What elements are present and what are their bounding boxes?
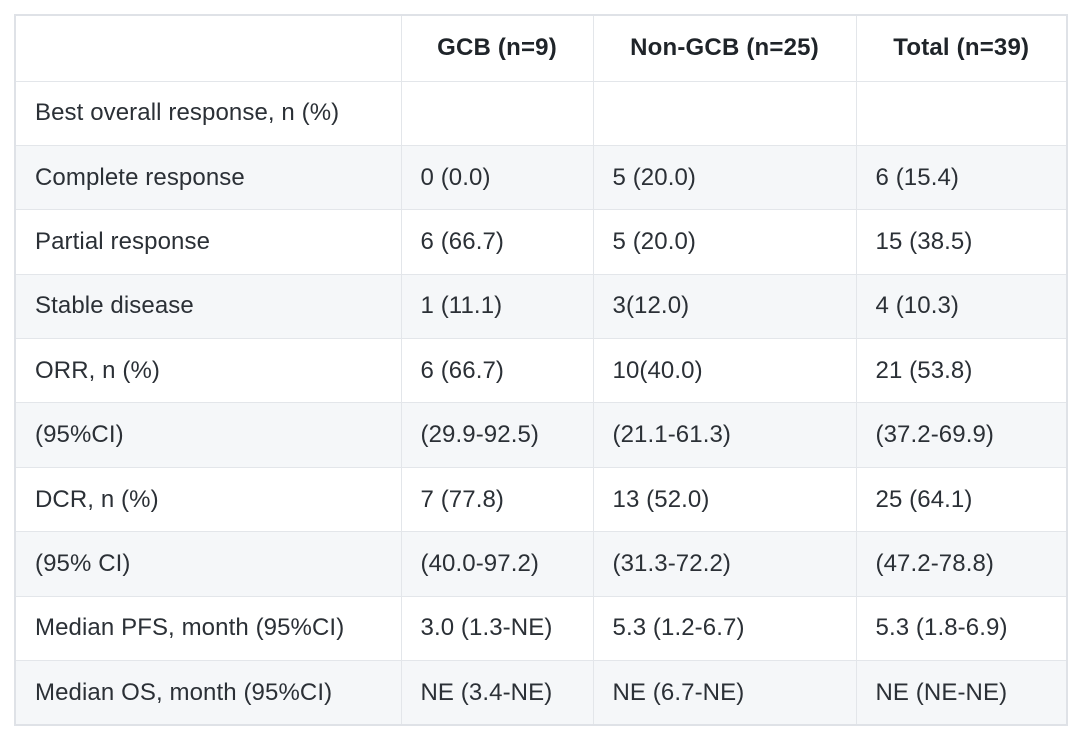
row-label-cell: Complete response (14, 144, 402, 211)
gcb-cell: 3.0 (1.3-NE) (400, 595, 594, 662)
total-cell: 15 (38.5) (855, 209, 1068, 275)
gcb-cell: 7 (77.8) (400, 466, 594, 533)
row-label-cell: Median OS, month (95%CI) (14, 660, 402, 726)
table-body: Best overall response, n (%) Complete re… (14, 80, 1068, 726)
column-header-total: Total (n=39) (855, 14, 1068, 82)
gcb-cell: (40.0-97.2) (400, 531, 594, 597)
total-cell: (37.2-69.9) (855, 402, 1068, 468)
gcb-cell: NE (3.4-NE) (400, 660, 594, 726)
table-row: Complete response 0 (0.0) 5 (20.0) 6 (15… (14, 144, 1068, 211)
non-gcb-cell: 10(40.0) (592, 338, 857, 404)
row-label-cell: Stable disease (14, 273, 402, 340)
clinical-response-table: GCB (n=9) Non-GCB (n=25) Total (n=39) Be… (14, 14, 1068, 726)
table-row: (95% CI) (40.0-97.2) (31.3-72.2) (47.2-7… (14, 531, 1068, 597)
table-row: Stable disease 1 (11.1) 3(12.0) 4 (10.3) (14, 273, 1068, 340)
row-label-cell: Median PFS, month (95%CI) (14, 595, 402, 662)
row-label-cell: ORR, n (%) (14, 338, 402, 404)
gcb-cell: 1 (11.1) (400, 273, 594, 340)
total-cell (855, 80, 1068, 146)
non-gcb-cell: 5.3 (1.2-6.7) (592, 595, 857, 662)
table-row: DCR, n (%) 7 (77.8) 13 (52.0) 25 (64.1) (14, 466, 1068, 533)
non-gcb-cell: 13 (52.0) (592, 466, 857, 533)
non-gcb-cell: 3(12.0) (592, 273, 857, 340)
table-row: (95%CI) (29.9-92.5) (21.1-61.3) (37.2-69… (14, 402, 1068, 468)
total-cell: 25 (64.1) (855, 466, 1068, 533)
non-gcb-cell: (21.1-61.3) (592, 402, 857, 468)
gcb-cell: 6 (66.7) (400, 209, 594, 275)
table-row: Median OS, month (95%CI) NE (3.4-NE) NE … (14, 660, 1068, 726)
table-row: Best overall response, n (%) (14, 80, 1068, 146)
table-row: Median PFS, month (95%CI) 3.0 (1.3-NE) 5… (14, 595, 1068, 662)
table-row: ORR, n (%) 6 (66.7) 10(40.0) 21 (53.8) (14, 338, 1068, 404)
gcb-cell (400, 80, 594, 146)
gcb-cell: (29.9-92.5) (400, 402, 594, 468)
non-gcb-cell (592, 80, 857, 146)
row-label-cell: DCR, n (%) (14, 466, 402, 533)
non-gcb-cell: NE (6.7-NE) (592, 660, 857, 726)
row-label-cell: (95%CI) (14, 402, 402, 468)
row-label-cell: Best overall response, n (%) (14, 80, 402, 146)
table-row: Partial response 6 (66.7) 5 (20.0) 15 (3… (14, 209, 1068, 275)
total-cell: 4 (10.3) (855, 273, 1068, 340)
column-header-gcb: GCB (n=9) (400, 14, 594, 82)
column-header-non-gcb: Non-GCB (n=25) (592, 14, 857, 82)
non-gcb-cell: (31.3-72.2) (592, 531, 857, 597)
non-gcb-cell: 5 (20.0) (592, 144, 857, 211)
total-cell: 21 (53.8) (855, 338, 1068, 404)
gcb-cell: 0 (0.0) (400, 144, 594, 211)
non-gcb-cell: 5 (20.0) (592, 209, 857, 275)
total-cell: (47.2-78.8) (855, 531, 1068, 597)
table-header: GCB (n=9) Non-GCB (n=25) Total (n=39) (14, 14, 1068, 82)
total-cell: 5.3 (1.8-6.9) (855, 595, 1068, 662)
row-label-cell: Partial response (14, 209, 402, 275)
total-cell: 6 (15.4) (855, 144, 1068, 211)
row-label-cell: (95% CI) (14, 531, 402, 597)
gcb-cell: 6 (66.7) (400, 338, 594, 404)
column-header-empty (14, 14, 402, 82)
response-table-container: GCB (n=9) Non-GCB (n=25) Total (n=39) Be… (14, 14, 1068, 726)
total-cell: NE (NE-NE) (855, 660, 1068, 726)
header-row: GCB (n=9) Non-GCB (n=25) Total (n=39) (14, 14, 1068, 82)
